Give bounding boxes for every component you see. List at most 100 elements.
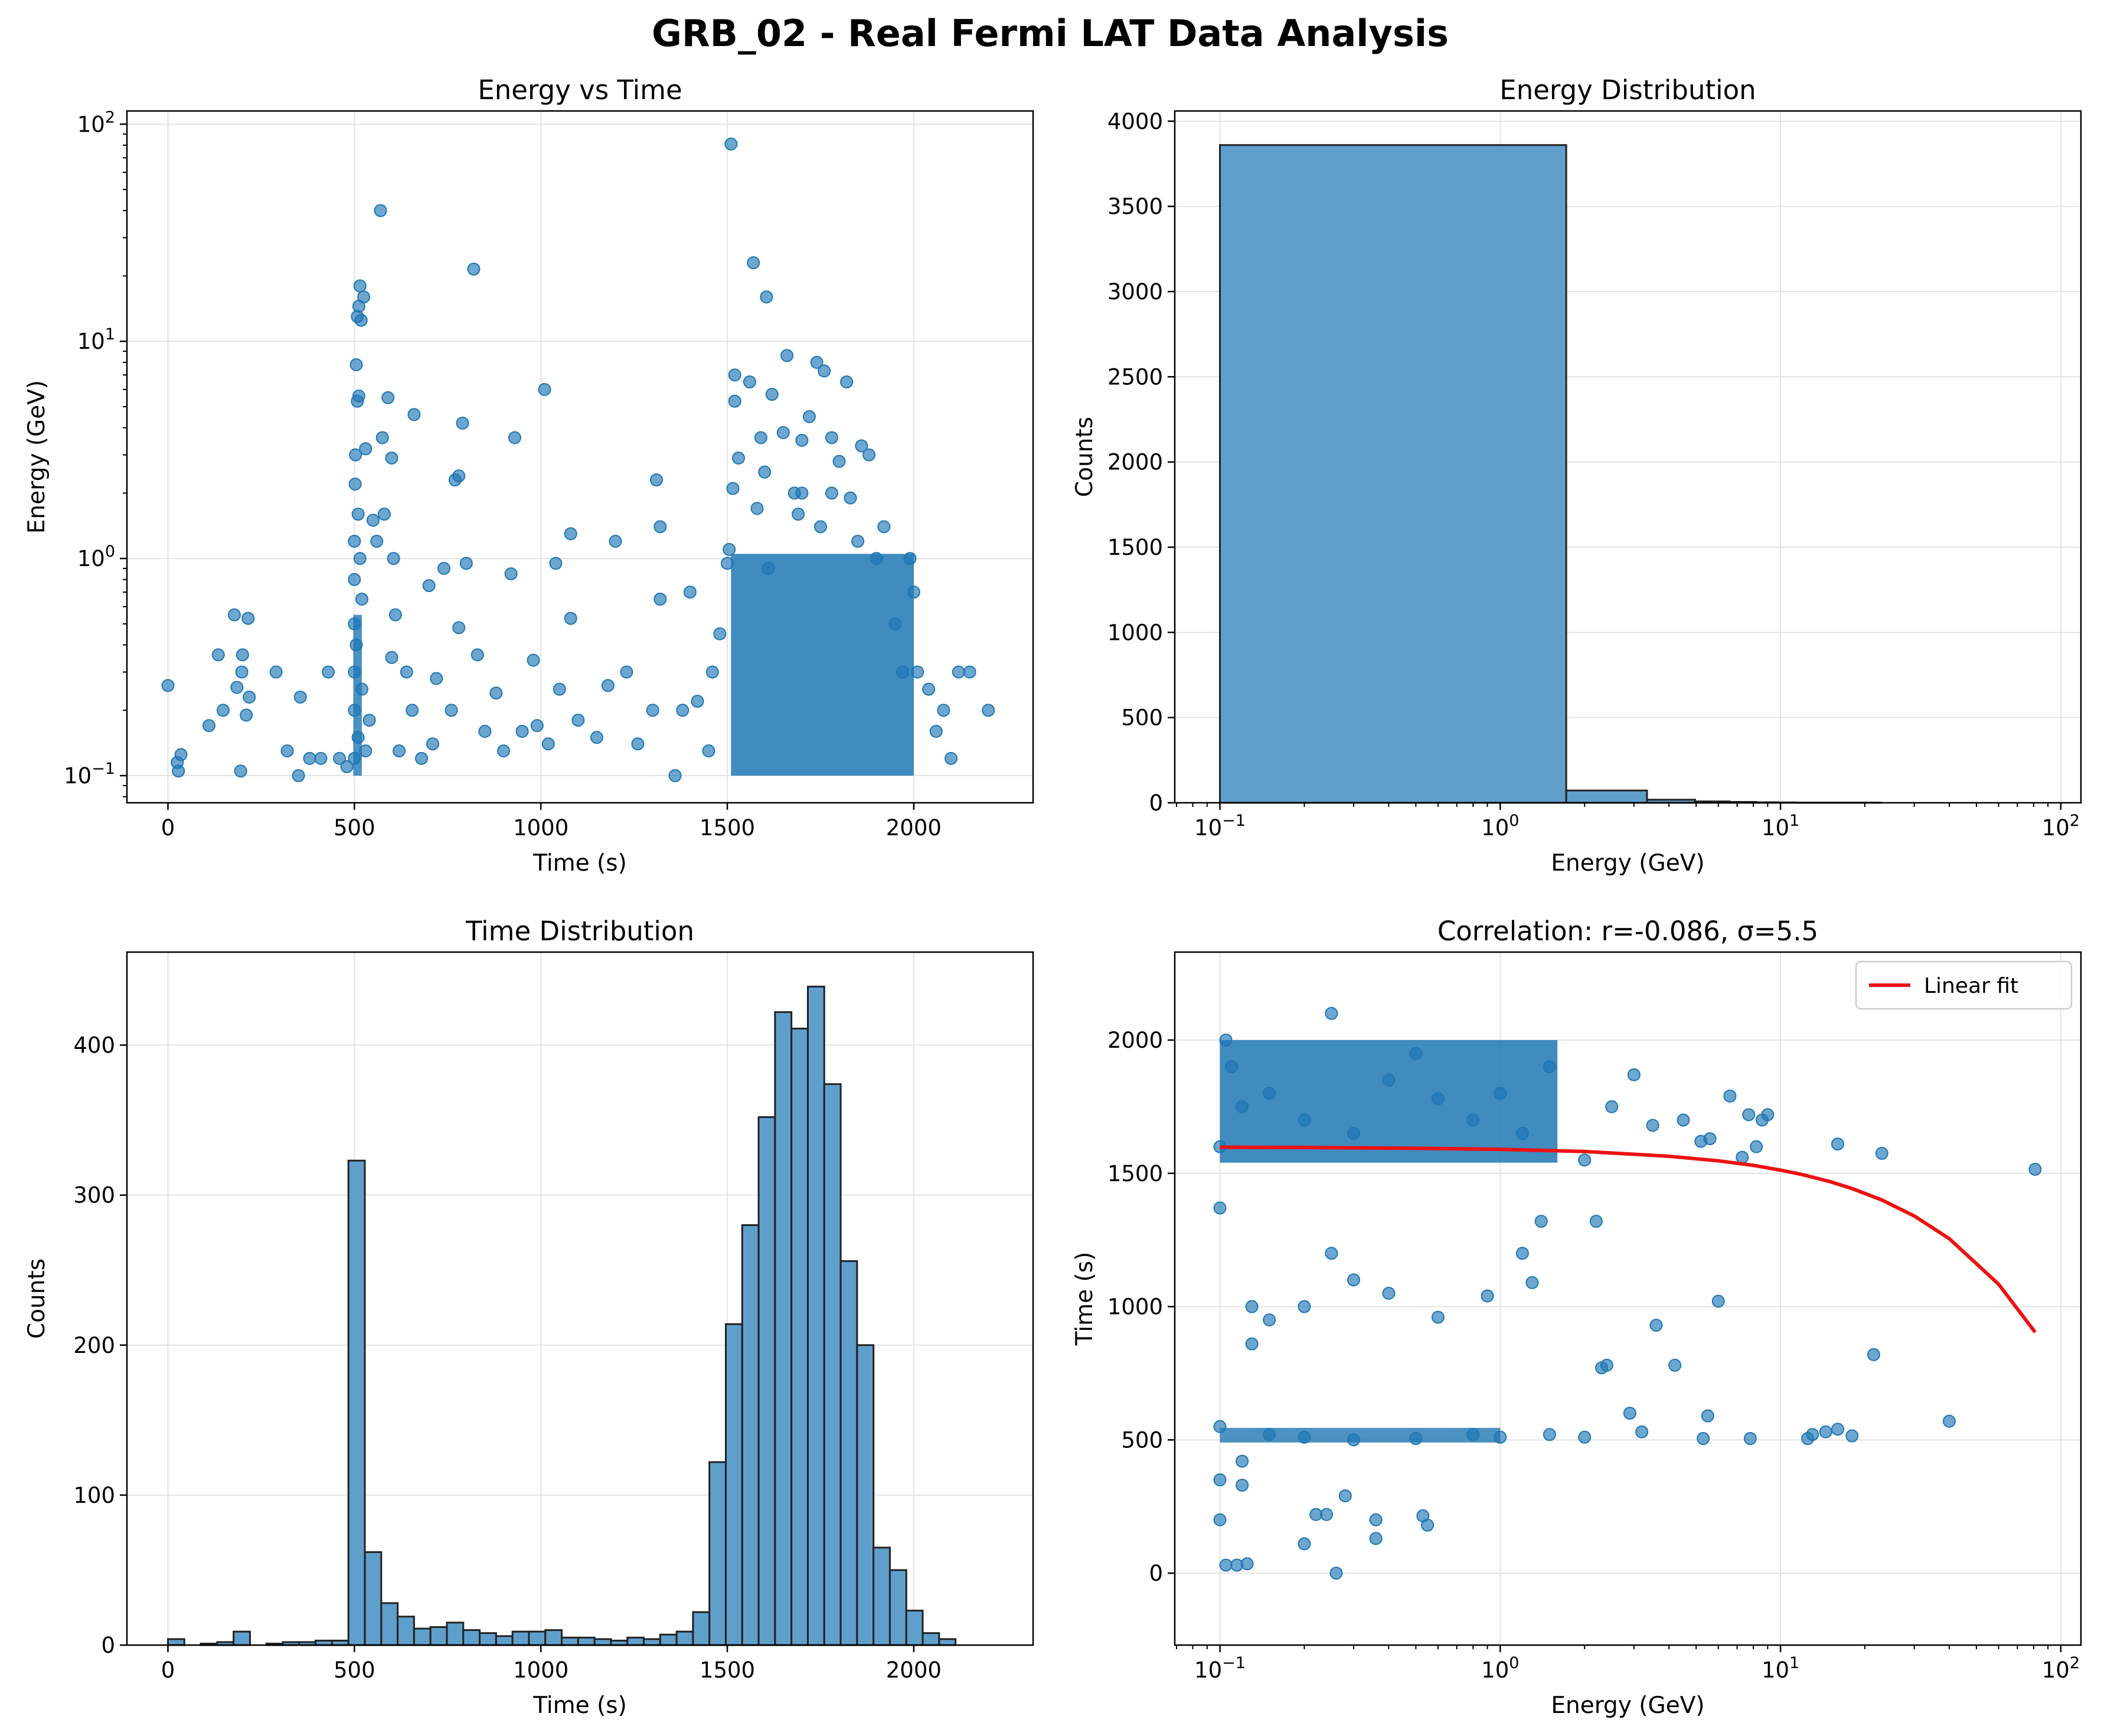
scatter-point <box>430 672 443 685</box>
scatter-point <box>422 579 436 593</box>
histogram-bar <box>741 1224 760 1646</box>
scatter-point <box>1421 1518 1435 1532</box>
scatter-point <box>374 204 387 217</box>
scatter-point <box>375 431 389 444</box>
axes-frame <box>126 110 1034 804</box>
scatter-point <box>795 486 809 500</box>
scatter-point <box>1494 1087 1507 1100</box>
scatter-point <box>726 482 740 495</box>
scatter-point <box>818 364 831 378</box>
fit-line <box>1220 1145 2037 1333</box>
histogram-bar <box>233 1630 251 1646</box>
scatter-point <box>359 442 373 456</box>
scatter-point <box>1338 1489 1352 1503</box>
scatter-point <box>478 724 492 738</box>
scatter-point <box>1298 1300 1311 1313</box>
x-tick-label: 10−1 <box>1194 1654 1246 1683</box>
panel-title: Correlation: r=-0.086, σ=5.5 <box>1437 916 1818 947</box>
scatter-point <box>896 665 909 679</box>
scatter-point <box>381 391 395 404</box>
scatter-point <box>1875 1146 1888 1160</box>
scatter-point <box>765 388 779 401</box>
scatter-point <box>982 704 995 717</box>
scatter-point <box>348 478 362 491</box>
scatter-point <box>1589 1215 1603 1228</box>
scatter-point <box>1213 1473 1227 1487</box>
scatter-point <box>1761 1108 1775 1122</box>
scatter-point <box>840 375 854 389</box>
scatter-point <box>292 769 305 783</box>
y-tick-label: 4000 <box>1107 109 1163 134</box>
scatter-point <box>1942 1414 1956 1428</box>
scatter-point <box>1605 1100 1619 1113</box>
scatter-point <box>303 751 316 765</box>
scatter-point <box>1236 1454 1249 1468</box>
scatter-point <box>527 653 540 667</box>
scatter-point <box>1409 1432 1423 1446</box>
scatter-point <box>795 433 809 447</box>
scatter-point <box>888 617 902 630</box>
scatter-point <box>385 650 398 664</box>
x-tick-label: 101 <box>1762 1654 1799 1683</box>
scatter-point <box>269 665 283 679</box>
scatter-point <box>1213 1420 1227 1433</box>
scatter-point <box>1743 1432 1757 1446</box>
scatter-point <box>351 731 365 744</box>
y-tick-label: 200 <box>73 1333 115 1358</box>
x-tick-label: 102 <box>2042 1654 2080 1683</box>
histogram-bar <box>561 1636 579 1646</box>
scatter-point <box>1329 1567 1343 1580</box>
scatter-point <box>355 682 368 696</box>
histogram-bar <box>166 1638 185 1646</box>
histogram-bar <box>593 1638 612 1646</box>
scatter-point <box>400 665 413 679</box>
scatter-point <box>728 368 741 382</box>
scatter-point <box>437 561 450 575</box>
y-tick-label: 1500 <box>1107 535 1163 560</box>
scatter-point <box>348 665 361 679</box>
histogram-bar <box>446 1621 465 1646</box>
scatter-point <box>1213 1201 1227 1215</box>
scatter-point <box>844 491 857 505</box>
legend-label: Linear fit <box>1924 974 2018 998</box>
histogram-bar <box>495 1635 514 1646</box>
y-tick-label: 100 <box>73 1483 115 1508</box>
scatter-point <box>230 681 244 694</box>
axes-frame <box>1174 951 2082 1646</box>
axes-frame <box>126 951 1034 1646</box>
scatter-point <box>467 262 481 276</box>
histogram-bar <box>479 1632 497 1646</box>
x-tick-label: 0 <box>161 1657 175 1683</box>
y-tick-label: 400 <box>73 1033 115 1058</box>
scatter-point <box>855 439 868 453</box>
scatter-point <box>723 542 736 556</box>
scatter-point <box>353 279 367 293</box>
scatter-point <box>1347 1273 1361 1287</box>
scatter-point <box>549 557 563 570</box>
x-tick-label: 100 <box>1481 812 1519 841</box>
scatter-point <box>929 724 943 738</box>
scatter-point <box>825 486 838 500</box>
scatter-point <box>211 648 225 662</box>
y-tick-label: 3500 <box>1107 194 1163 220</box>
y-tick-label: 101 <box>77 325 115 354</box>
histogram-bar <box>774 1011 793 1646</box>
histogram-bar <box>806 985 825 1646</box>
x-axis-label: Energy (GeV) <box>1551 850 1704 877</box>
scatter-point <box>776 426 790 439</box>
x-tick-label: 1000 <box>513 815 568 841</box>
scatter-point <box>1578 1153 1592 1167</box>
scatter-point <box>1627 1068 1641 1081</box>
scatter-point <box>721 557 734 570</box>
scatter-point <box>1831 1137 1844 1151</box>
scatter-point <box>1213 1513 1227 1526</box>
scatter-point <box>564 527 577 541</box>
histogram-bar <box>873 1547 891 1646</box>
scatter-point <box>937 704 950 717</box>
scatter-point <box>649 473 663 487</box>
x-tick-label: 1500 <box>700 1657 755 1683</box>
scatter-point <box>351 508 365 521</box>
figure-title: GRB_02 - Real Fermi LAT Data Analysis <box>652 12 1449 55</box>
panel-energy_distribution: 10−1 100 101 102 0 500 1000 1500 2000 2500 3000 350… <box>1071 74 2082 877</box>
